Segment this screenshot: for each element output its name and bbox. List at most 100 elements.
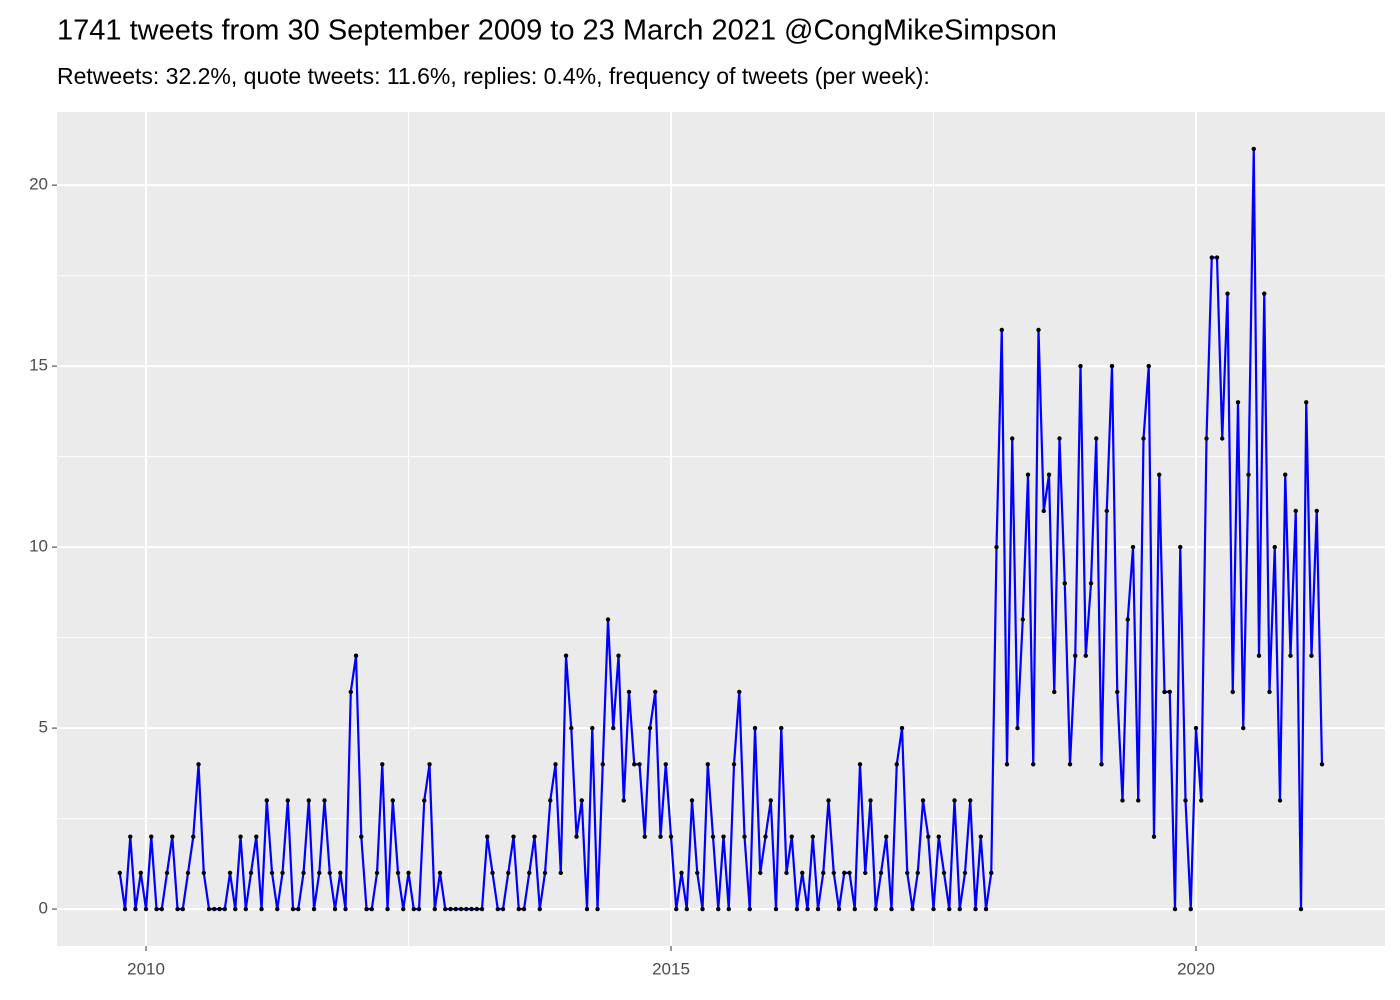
data-point [779, 725, 784, 731]
data-point [1162, 689, 1167, 695]
data-point [768, 798, 773, 803]
data-point [133, 906, 138, 912]
data-point [773, 906, 779, 912]
data-point [1225, 291, 1230, 296]
data-point [705, 762, 710, 767]
data-point [815, 906, 821, 912]
data-point [128, 834, 133, 839]
data-point [794, 906, 800, 912]
data-point [584, 906, 590, 912]
data-point [742, 834, 747, 839]
data-point [343, 906, 348, 912]
data-point [1015, 725, 1020, 731]
data-point [563, 653, 569, 658]
data-point [1004, 762, 1010, 767]
data-point [600, 762, 605, 767]
data-point [122, 906, 128, 912]
data-point [1083, 653, 1088, 658]
data-point [653, 689, 658, 695]
data-point [170, 834, 175, 839]
data-point [863, 870, 868, 876]
data-point [227, 870, 233, 876]
data-point [212, 906, 217, 912]
data-point [758, 870, 763, 876]
data-point [1241, 725, 1246, 731]
data-point [1067, 762, 1073, 767]
data-point [737, 689, 742, 695]
data-point [684, 906, 689, 912]
data-point [915, 870, 920, 876]
data-point [1262, 291, 1267, 296]
data-point [1319, 762, 1325, 767]
data-point [805, 906, 810, 912]
data-point [154, 906, 159, 912]
data-point [658, 834, 663, 839]
data-point [149, 834, 154, 839]
data-point [621, 798, 626, 803]
data-point [831, 870, 836, 876]
data-point [1109, 363, 1115, 369]
data-point [175, 906, 180, 912]
data-point [1078, 363, 1083, 369]
data-point [275, 906, 280, 912]
data-point [1136, 798, 1141, 803]
data-point [721, 834, 726, 839]
data-point [889, 906, 894, 912]
data-point [574, 834, 579, 839]
data-point [191, 834, 196, 839]
data-point [679, 870, 684, 876]
data-point [1277, 798, 1283, 803]
data-point [1052, 689, 1057, 695]
data-point [464, 906, 469, 912]
data-point [647, 725, 653, 731]
data-point [495, 906, 500, 912]
data-point [1130, 544, 1136, 550]
data-point [983, 906, 989, 912]
data-point [847, 870, 852, 876]
data-point [731, 762, 737, 767]
data-point [1020, 617, 1025, 622]
data-point [395, 870, 401, 876]
data-point [642, 834, 647, 839]
data-point [1120, 798, 1125, 803]
data-point [411, 906, 416, 912]
data-point [1283, 472, 1288, 477]
data-point [185, 870, 191, 876]
data-point [406, 870, 411, 876]
data-point [390, 798, 395, 803]
data-point [852, 906, 857, 912]
data-point [306, 798, 311, 803]
data-point [458, 906, 464, 912]
data-point [590, 725, 595, 731]
data-point [453, 906, 458, 912]
data-point [422, 798, 427, 803]
data-point [401, 906, 406, 912]
data-point [626, 689, 632, 695]
data-point [826, 798, 831, 803]
data-point [579, 798, 584, 803]
data-point [259, 906, 264, 912]
data-point [285, 798, 290, 803]
data-point [1099, 762, 1104, 767]
data-point [1235, 400, 1241, 405]
data-point [217, 906, 222, 912]
data-point [527, 870, 532, 876]
data-point [243, 906, 248, 912]
data-point [836, 906, 842, 912]
data-point [1151, 834, 1157, 839]
data-point [164, 870, 170, 876]
data-point [416, 906, 422, 912]
data-point [359, 834, 364, 839]
data-point [532, 834, 537, 839]
data-point [269, 870, 275, 876]
data-point [868, 798, 873, 803]
data-point [936, 834, 941, 839]
data-point [233, 906, 238, 912]
data-point [789, 834, 794, 839]
data-point [857, 762, 863, 767]
data-point [1214, 255, 1220, 260]
data-point [353, 653, 359, 658]
data-point [873, 906, 878, 912]
data-point [338, 870, 343, 876]
